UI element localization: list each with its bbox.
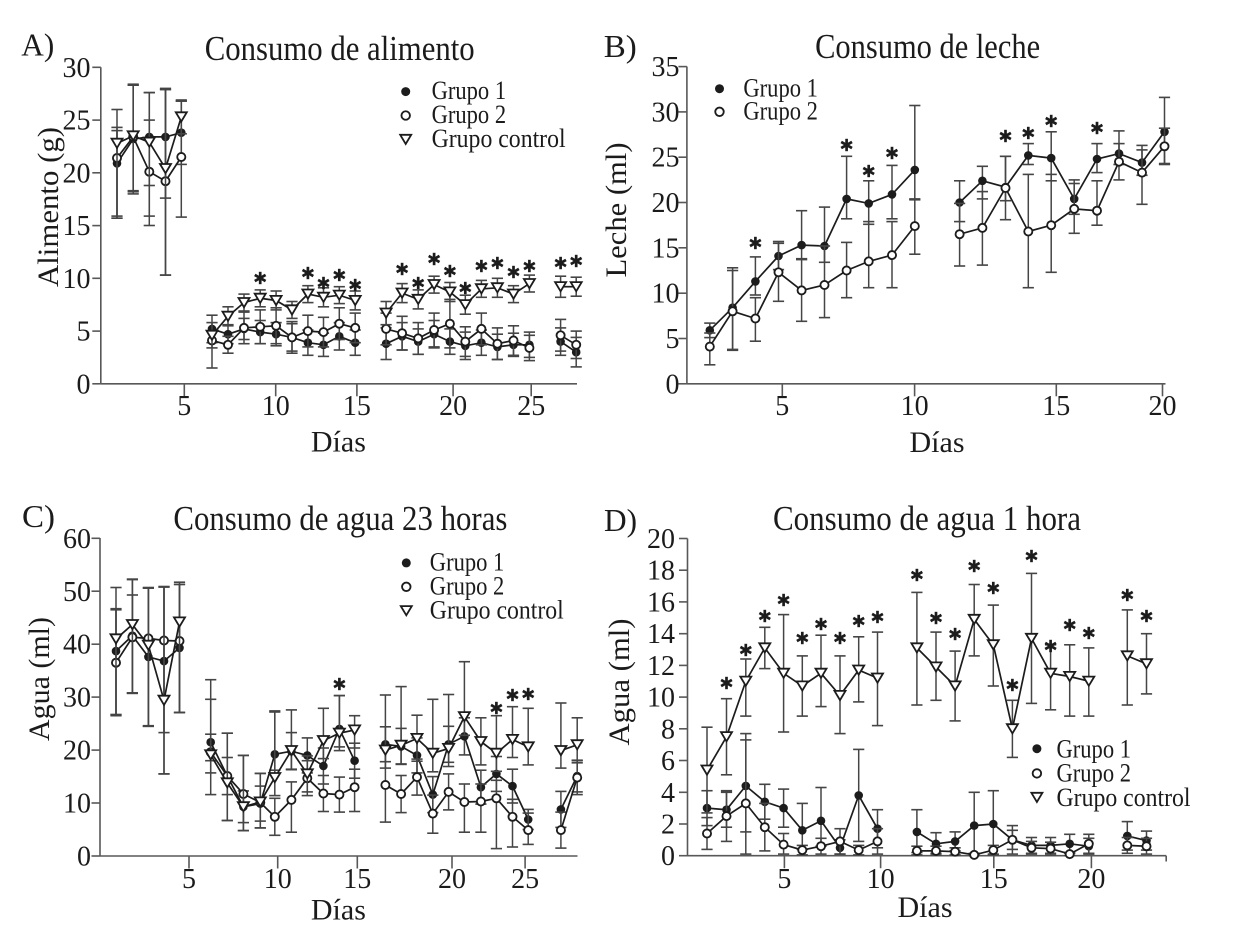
svg-text:Grupo 1: Grupo 1 [430, 548, 505, 577]
svg-text:Agua (ml): Agua (ml) [23, 617, 56, 741]
svg-text:Grupo 2: Grupo 2 [430, 571, 505, 600]
svg-text:5: 5 [77, 317, 91, 348]
svg-text:20: 20 [438, 864, 466, 895]
svg-text:18: 18 [647, 556, 675, 587]
svg-text:Grupo 1: Grupo 1 [743, 74, 818, 103]
svg-text:Leche (ml): Leche (ml) [600, 143, 633, 278]
svg-text:C): C) [22, 498, 55, 534]
svg-text:Días: Días [898, 891, 953, 924]
svg-text:15: 15 [63, 211, 91, 242]
svg-text:0: 0 [77, 842, 91, 873]
svg-text:50: 50 [63, 577, 91, 608]
svg-text:10: 10 [901, 391, 929, 422]
svg-text:Grupo 2: Grupo 2 [432, 100, 507, 129]
svg-text:Grupo 2: Grupo 2 [1057, 759, 1132, 788]
svg-text:20: 20 [63, 158, 91, 189]
svg-text:Grupo 2: Grupo 2 [743, 96, 818, 125]
svg-text:14: 14 [647, 619, 675, 650]
svg-text:60: 60 [63, 524, 91, 555]
svg-text:30: 30 [63, 53, 91, 84]
svg-text:15: 15 [1042, 391, 1070, 422]
svg-text:20: 20 [1077, 864, 1105, 895]
svg-text:Grupo control: Grupo control [432, 124, 566, 153]
svg-text:Grupo 1: Grupo 1 [1057, 734, 1132, 763]
svg-text:30: 30 [652, 97, 680, 128]
svg-text:5: 5 [777, 864, 791, 895]
svg-text:8: 8 [661, 714, 675, 745]
svg-text:20: 20 [652, 188, 680, 219]
svg-text:20: 20 [439, 391, 467, 422]
svg-text:4: 4 [661, 778, 675, 809]
svg-text:A): A) [21, 27, 54, 63]
svg-text:Grupo control: Grupo control [430, 595, 564, 624]
svg-text:2: 2 [661, 810, 675, 841]
svg-text:5: 5 [182, 864, 196, 895]
svg-text:Agua (ml): Agua (ml) [603, 619, 636, 746]
svg-text:15: 15 [652, 233, 680, 264]
svg-text:35: 35 [652, 52, 680, 83]
svg-text:5: 5 [775, 391, 789, 422]
svg-text:20: 20 [1149, 391, 1177, 422]
svg-text:0: 0 [77, 369, 91, 400]
svg-text:12: 12 [647, 651, 675, 682]
svg-text:10: 10 [867, 864, 895, 895]
svg-text:25: 25 [652, 143, 680, 174]
svg-text:10: 10 [63, 789, 91, 820]
svg-text:Consumo de agua 23 horas: Consumo de agua 23 horas [173, 499, 507, 538]
svg-text:16: 16 [647, 587, 675, 618]
svg-text:5: 5 [666, 324, 680, 355]
svg-text:5: 5 [177, 391, 191, 422]
svg-text:Consumo de alimento: Consumo de alimento [205, 29, 475, 68]
svg-text:0: 0 [666, 369, 680, 400]
svg-text:Días: Días [311, 426, 366, 459]
svg-text:20: 20 [63, 736, 91, 767]
svg-text:25: 25 [511, 864, 539, 895]
svg-text:20: 20 [647, 524, 675, 555]
svg-text:Consumo de agua 1 hora: Consumo de agua 1 hora [773, 499, 1081, 538]
svg-text:25: 25 [517, 391, 545, 422]
svg-text:Días: Días [910, 426, 965, 459]
svg-text:15: 15 [980, 864, 1008, 895]
svg-text:Grupo control: Grupo control [1057, 783, 1191, 812]
svg-text:6: 6 [661, 746, 675, 777]
svg-text:Días: Días [311, 894, 366, 927]
svg-text:10: 10 [652, 279, 680, 310]
svg-text:0: 0 [661, 841, 675, 872]
svg-text:Consumo de leche: Consumo de leche [815, 27, 1040, 66]
svg-text:10: 10 [63, 264, 91, 295]
svg-text:15: 15 [343, 391, 371, 422]
svg-text:15: 15 [343, 864, 371, 895]
svg-text:B): B) [604, 28, 637, 64]
svg-text:10: 10 [264, 864, 292, 895]
svg-text:10: 10 [647, 683, 675, 714]
svg-text:Alimento (g): Alimento (g) [32, 127, 65, 287]
svg-text:40: 40 [63, 630, 91, 661]
svg-text:30: 30 [63, 683, 91, 714]
svg-text:25: 25 [63, 106, 91, 137]
svg-text:D): D) [604, 502, 637, 538]
svg-text:Grupo 1: Grupo 1 [432, 76, 507, 105]
svg-text:10: 10 [262, 391, 290, 422]
